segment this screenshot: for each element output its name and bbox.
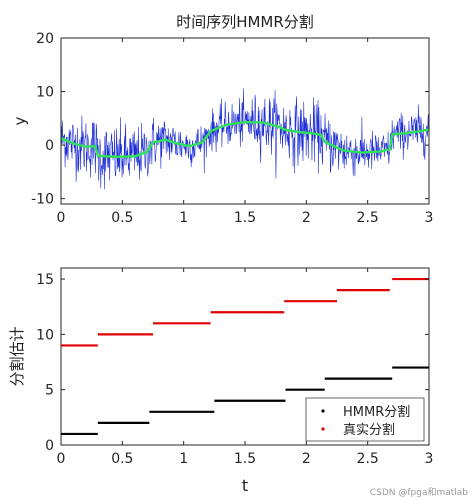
top-plot-area — [60, 37, 430, 205]
top-chart-title: 时间序列HMMR分割 — [176, 13, 314, 31]
ax0-ytick-label: 20 — [36, 31, 54, 47]
ax0-ytick-label: -10 — [31, 192, 54, 208]
ax0-xtick-label: 2 — [302, 210, 311, 226]
ax1-xtick-label: 1 — [179, 451, 188, 467]
ax1-xtick-label: 3 — [425, 451, 434, 467]
legend-box — [305, 397, 425, 442]
ax0-xtick-label: 3 — [425, 210, 434, 226]
ax1-ytick-label: 10 — [36, 327, 54, 343]
fitted-mean-line — [61, 120, 429, 159]
ax1-xtick-label: 0.5 — [111, 451, 133, 467]
noisy-series-line — [61, 88, 429, 190]
ax1-xtick-label: 1.5 — [234, 451, 256, 467]
ax0-xtick-label: 0 — [57, 210, 66, 226]
ax0-xtick-label: 1 — [179, 210, 188, 226]
ax1-xtick-label: 2 — [302, 451, 311, 467]
ax0-xtick-label: 2.5 — [357, 210, 379, 226]
ax0-xtick-label: 0.5 — [111, 210, 133, 226]
bottom-chart-ylabel: 分割估计 — [8, 326, 26, 386]
legend-label-true: 真实分割 — [343, 422, 395, 438]
top-chart-ylabel: y — [11, 116, 29, 125]
ax1-xtick-label: 2.5 — [357, 451, 379, 467]
legend-marker-true — [321, 427, 325, 431]
bottom-plot-area — [60, 267, 430, 446]
bottom-chart-xlabel: t — [242, 476, 248, 495]
ax0-ytick-label: 0 — [45, 138, 54, 154]
ax1-ytick-label: 5 — [45, 383, 54, 399]
ax0-ytick-label: 10 — [36, 85, 54, 101]
bottom-chart: t 分割估计 0 0.5 1 1.5 2 2.5 3 0 5 10 15 HMMR分割 真实分割 — [8, 267, 433, 495]
ax1-ytick-label: 15 — [36, 272, 54, 288]
ax1-xtick-label: 0 — [57, 451, 66, 467]
legend-label-hmmr: HMMR分割 — [343, 404, 410, 420]
bottom-axis-ticks: 0 0.5 1 1.5 2 2.5 3 0 5 10 15 — [36, 268, 433, 467]
watermark: CSDN @fpga和matlab — [369, 488, 468, 498]
legend-marker-hmmr — [321, 409, 325, 413]
legend: HMMR分割 真实分割 — [305, 397, 425, 442]
ax1-ytick-label: 0 — [45, 438, 54, 454]
ax0-xtick-label: 1.5 — [234, 210, 256, 226]
